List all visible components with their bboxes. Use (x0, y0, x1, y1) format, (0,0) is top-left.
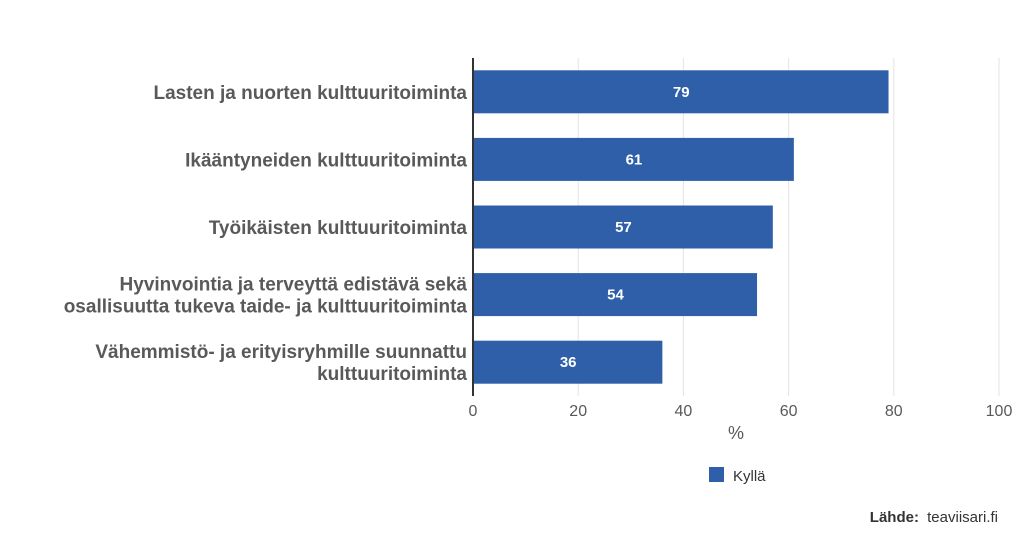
x-axis-ticks: 0 20 40 60 80 100 (469, 403, 1013, 420)
bar (474, 70, 889, 114)
category-label: Hyvinvointia ja terveyttä edistävä sekä (120, 275, 468, 296)
category-labels: Lasten ja nuorten kulttuuritoiminta Ikään… (64, 83, 468, 385)
bar (474, 340, 663, 384)
gridlines (577, 58, 1000, 396)
source-site: teaviisari.fi (927, 509, 998, 526)
x-axis-title: % (728, 423, 744, 443)
data-label: 57 (615, 219, 632, 236)
category-label: Työikäisten kulttuuritoiminta (209, 218, 468, 239)
category-label: Lasten ja nuorten kulttuuritoiminta (153, 83, 467, 104)
x-tick-label: 0 (469, 403, 478, 420)
x-tick-label: 20 (569, 403, 587, 420)
legend-swatch (709, 467, 724, 482)
category-label: osallisuutta tukeva taide- ja kulttuurit… (64, 297, 468, 318)
bar (474, 137, 794, 181)
bars: 79 61 57 54 36 (474, 70, 889, 384)
legend-label: Kyllä (733, 468, 766, 485)
x-tick-label: 40 (675, 403, 693, 420)
data-label: 54 (607, 287, 624, 304)
category-label: Ikääntyneiden kulttuuritoiminta (185, 150, 467, 171)
x-tick-label: 80 (885, 403, 903, 420)
source-label: Lähde: (870, 509, 919, 526)
category-label: kulttuuritoiminta (317, 364, 467, 385)
category-label: Vähemmistö- ja erityisryhmille suunnattu (95, 342, 467, 363)
bar (474, 205, 773, 249)
x-tick-label: 60 (780, 403, 798, 420)
legend: Kyllä (709, 467, 766, 485)
data-label: 61 (626, 151, 643, 168)
bar (474, 273, 758, 317)
x-tick-label: 100 (986, 403, 1013, 420)
source-credit: Lähde: teaviisari.fi (870, 509, 998, 526)
data-label: 36 (560, 354, 577, 371)
data-label: 79 (673, 84, 690, 101)
